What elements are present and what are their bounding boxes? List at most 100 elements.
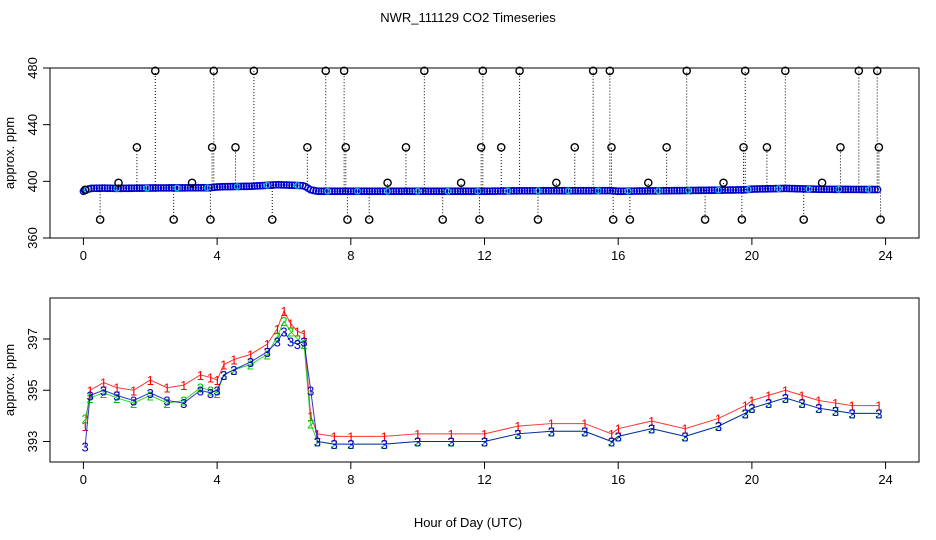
series-3-point: 3: [381, 437, 388, 452]
band-point-alt: [685, 187, 692, 194]
series-1-point: 1: [742, 399, 749, 414]
band-point: [135, 184, 144, 192]
band-point: [108, 184, 117, 193]
band-point: [349, 187, 358, 196]
series-1-point: 1: [130, 383, 137, 398]
sample-point: [401, 143, 411, 152]
sample-point: [662, 143, 671, 152]
band-point: [127, 184, 136, 193]
band-point: [122, 184, 131, 193]
band-point: [723, 186, 732, 194]
sample-point: [95, 215, 105, 224]
series-2-point: 2: [294, 332, 301, 347]
series-1-point: 1: [307, 409, 314, 424]
series-1-point: 1: [300, 327, 307, 342]
plot-frame: [49, 67, 920, 239]
band-point: [518, 186, 526, 195]
band-point: [256, 181, 264, 190]
band-point: [617, 187, 625, 196]
band-point: [119, 184, 128, 193]
band-point: [571, 186, 580, 195]
band-point: [539, 186, 548, 195]
band-point-alt: [564, 187, 572, 195]
band-point: [512, 186, 521, 195]
band-point: [657, 186, 665, 195]
series-3-point: 3: [220, 368, 227, 383]
band-point: [691, 186, 700, 195]
series-3-point: 3: [230, 363, 237, 378]
sample-point: [476, 143, 486, 152]
sample-point: [817, 178, 827, 188]
sample-point: [150, 66, 160, 76]
band-point: [277, 181, 286, 189]
band-point: [429, 187, 438, 196]
series-2-point: 2: [207, 383, 214, 398]
band-point: [670, 186, 679, 195]
series-2-point: 2: [213, 386, 220, 401]
band-point: [520, 186, 529, 195]
band-point-alt: [504, 187, 512, 195]
series-1-point: 1: [798, 388, 805, 403]
x-tick-label: 4: [213, 248, 220, 263]
y-tick-label: 440: [25, 114, 40, 136]
band-point: [849, 185, 858, 194]
band-point: [461, 187, 470, 196]
band-point: [240, 182, 248, 191]
band-point: [822, 185, 831, 194]
band-point: [812, 185, 820, 194]
band-point: [526, 186, 534, 195]
band-point: [576, 186, 585, 195]
series-3-line: [84, 330, 879, 447]
y-tick-label: 360: [25, 227, 40, 249]
band-point: [352, 187, 361, 196]
sample-point: [836, 143, 845, 152]
series-3-point: 3: [414, 435, 421, 450]
band-point: [167, 184, 176, 192]
band-point: [713, 186, 721, 195]
series-3-point: 3: [287, 335, 294, 350]
band-point: [494, 187, 502, 195]
sample-point: [438, 215, 448, 224]
band-point: [499, 187, 508, 195]
band-point: [785, 184, 794, 193]
series-1-point: 1: [548, 417, 555, 432]
series-1-point: 1: [230, 353, 237, 368]
band-point: [194, 183, 203, 192]
series-1-point: 1: [180, 378, 187, 393]
band-point: [699, 186, 708, 195]
band-point: [451, 187, 459, 196]
band-point: [544, 186, 553, 195]
band-point: [221, 182, 229, 191]
band-point: [756, 185, 764, 193]
sample-point: [739, 143, 748, 152]
series-3-point: 3: [180, 396, 187, 411]
band-point: [464, 187, 473, 196]
sample-point: [533, 215, 543, 224]
series-1-point: 1: [381, 429, 388, 444]
series-1-point: 1: [849, 399, 856, 414]
band-point: [146, 184, 155, 192]
band-point: [689, 186, 697, 195]
band-point-alt: [173, 184, 181, 192]
band-point: [95, 184, 104, 193]
sample-point: [187, 178, 197, 188]
band-point: [245, 182, 254, 191]
y-tick-label: 480: [25, 57, 40, 79]
band-point: [790, 184, 799, 193]
sample-point: [854, 66, 864, 76]
series-3-point: 3: [347, 437, 354, 452]
band-point-alt: [444, 187, 452, 195]
band-point: [373, 187, 382, 196]
band-point: [830, 185, 839, 194]
series-2-line: [84, 320, 879, 445]
band-point: [440, 187, 449, 196]
band-point: [729, 186, 738, 194]
band-point-alt: [384, 187, 391, 195]
series-3-point: 3: [330, 437, 337, 452]
band-point: [619, 187, 628, 196]
band-point: [550, 186, 558, 195]
sample-point: [643, 178, 653, 188]
sample-point: [762, 143, 772, 152]
band-point: [846, 185, 855, 194]
band-point: [667, 186, 676, 195]
